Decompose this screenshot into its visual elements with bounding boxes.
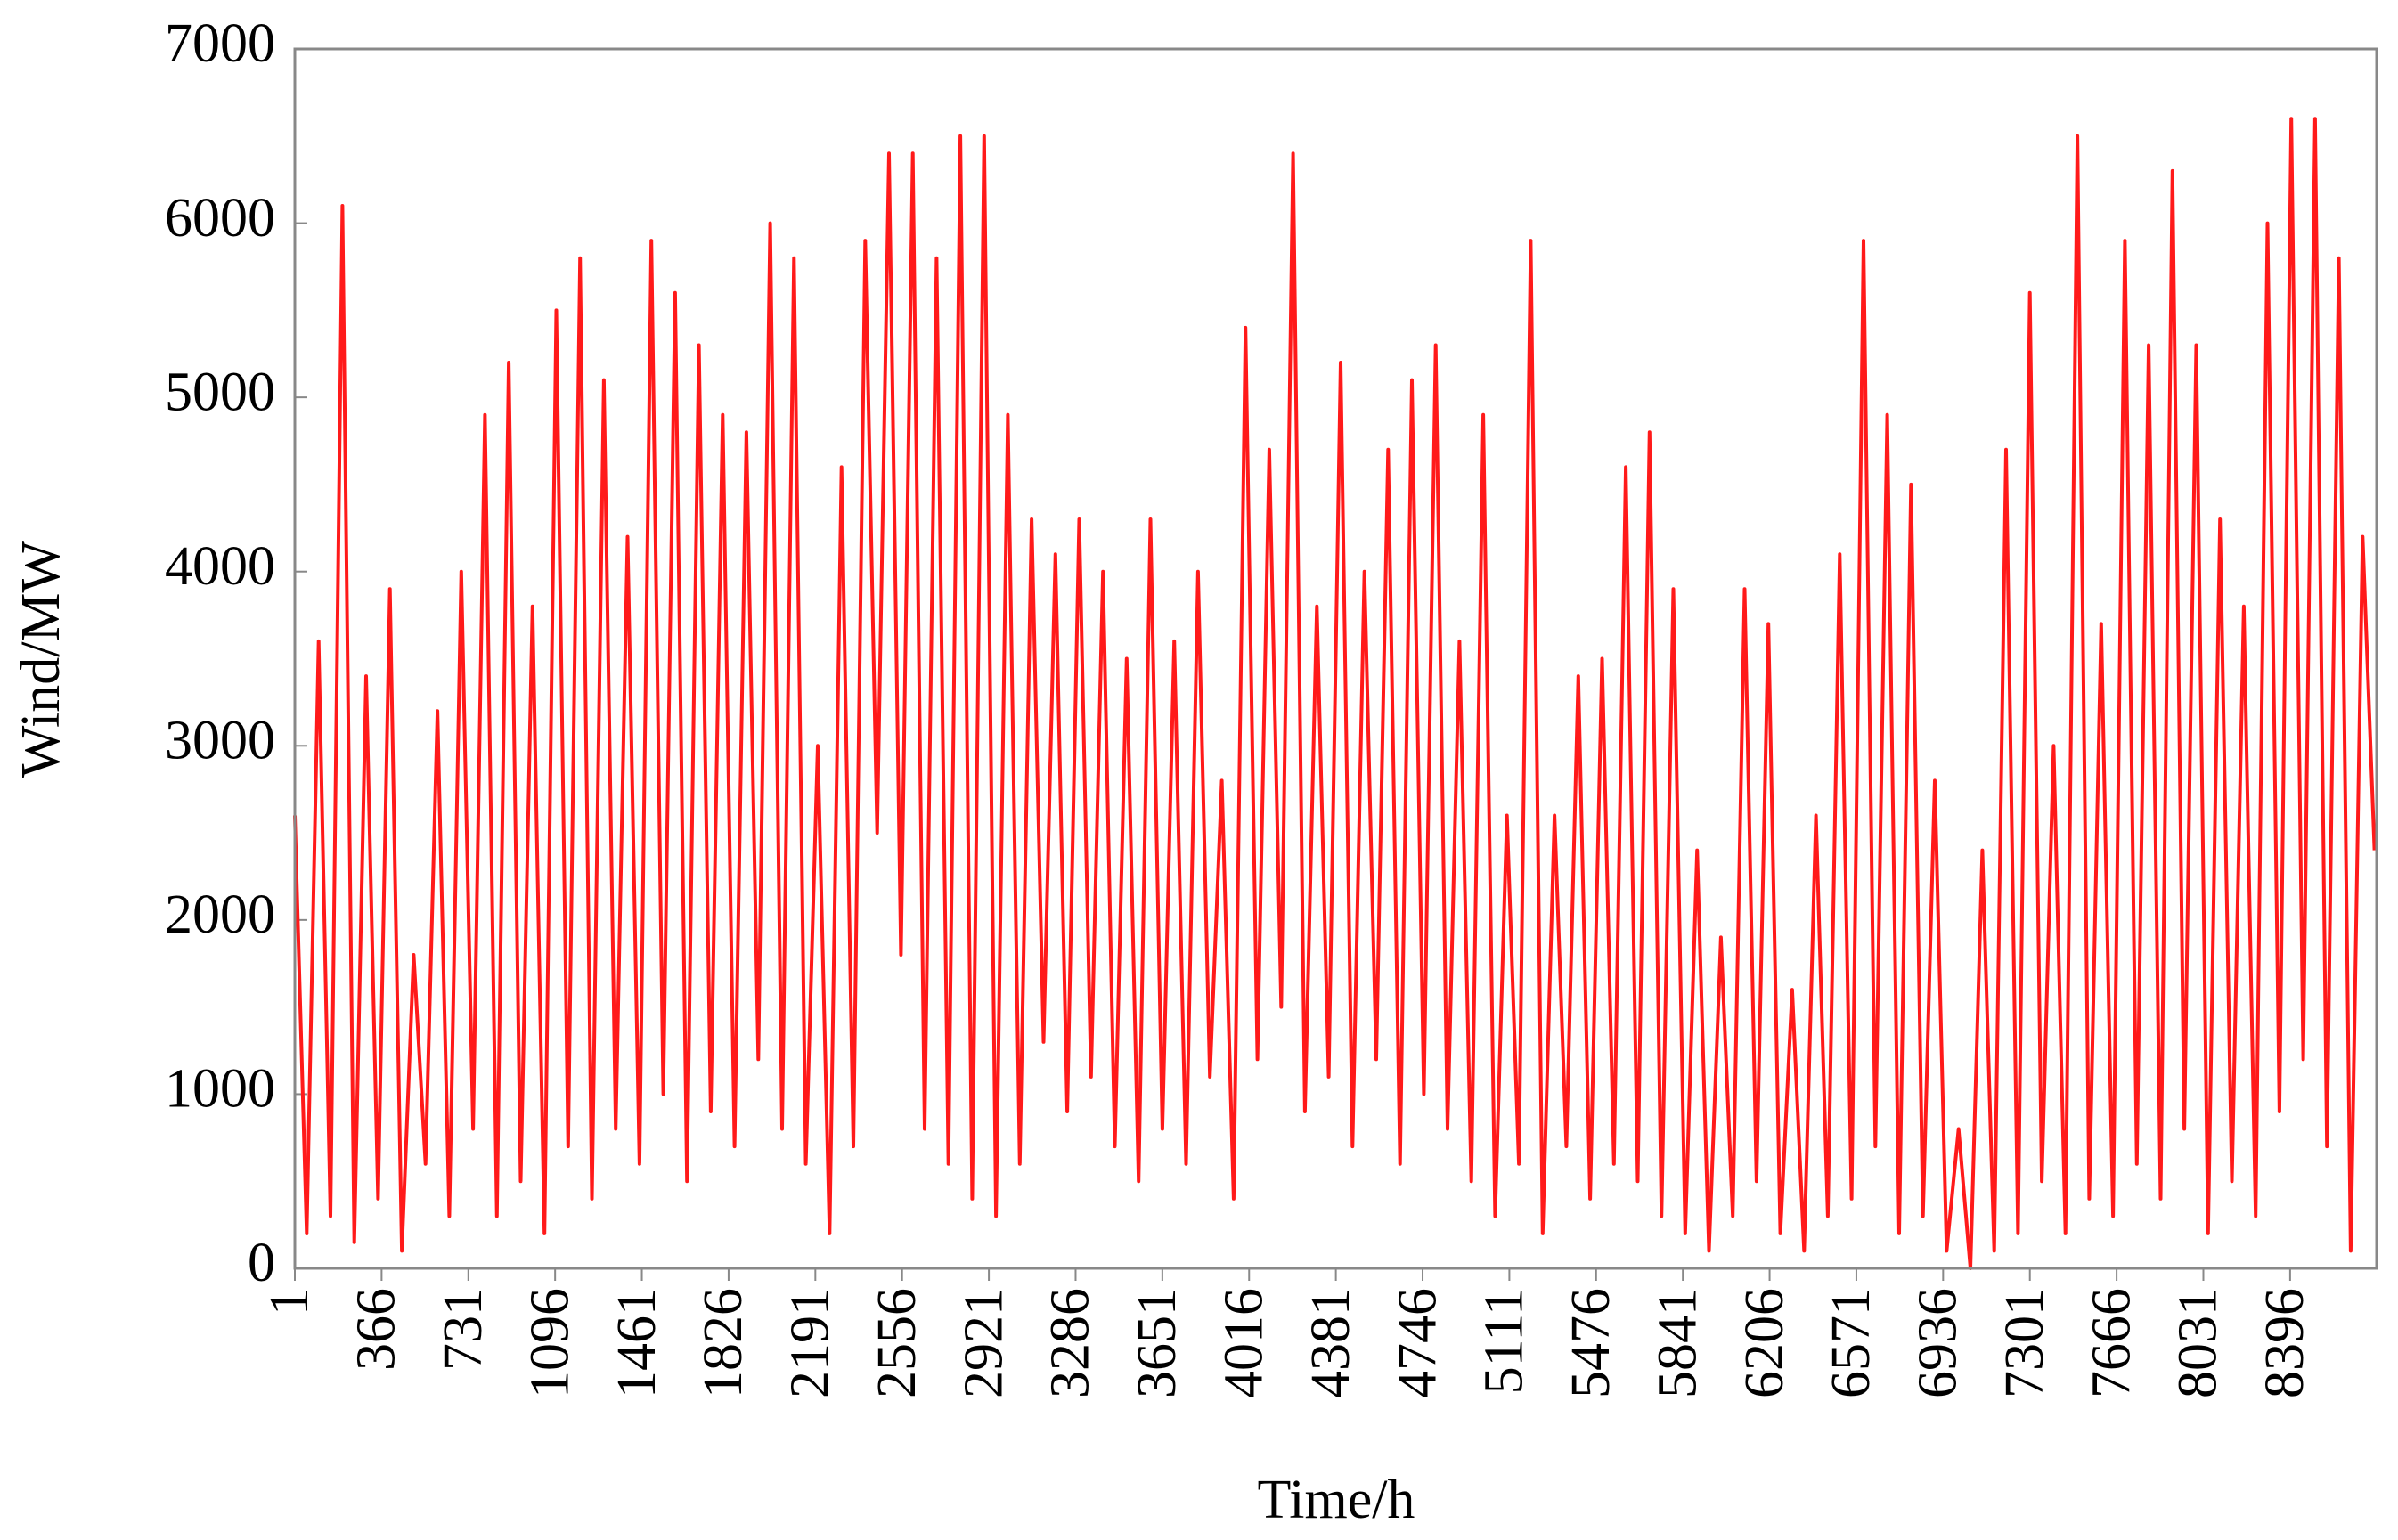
y-tick-label: 3000: [165, 711, 275, 771]
x-tick-label: 1826: [693, 1288, 754, 1398]
y-tick-label: 2000: [165, 884, 275, 945]
x-tick-label: 731: [433, 1288, 493, 1371]
x-tick-label: 1096: [519, 1288, 580, 1398]
x-tick-label: 6936: [1908, 1288, 1969, 1398]
x-axis-title: Time/h: [1258, 1470, 1415, 1530]
x-tick-label: 6206: [1734, 1288, 1795, 1398]
x-tick-label: 2556: [867, 1288, 927, 1398]
y-tick-label: 6000: [165, 188, 275, 249]
x-tick-label: 366: [347, 1288, 407, 1371]
x-tick-label: 4746: [1387, 1288, 1448, 1398]
x-tick-label: 5476: [1561, 1288, 1621, 1398]
x-tick-label: 1461: [607, 1288, 667, 1398]
plot-frame: [293, 47, 2378, 1270]
x-tick-label: 7666: [2081, 1288, 2141, 1398]
x-tick-label: 4381: [1301, 1288, 1361, 1398]
y-tick-label: 5000: [165, 362, 275, 422]
y-tick-label: 7000: [165, 13, 275, 74]
x-tick-label: 5841: [1647, 1288, 1708, 1398]
x-tick-label: 7301: [1994, 1288, 2055, 1398]
x-tick-label: 1: [259, 1288, 320, 1316]
x-tick-label: 3651: [1127, 1288, 1187, 1398]
x-tick-label: 8396: [2255, 1288, 2315, 1398]
x-tick-label: 4016: [1213, 1288, 1274, 1398]
y-axis-title: Wind/MW: [11, 540, 71, 778]
y-tick-label: 0: [248, 1233, 275, 1293]
y-tick-label: 1000: [165, 1059, 275, 1120]
line: [293, 117, 2377, 1270]
x-tick-label: 8031: [2168, 1288, 2229, 1398]
y-tick-label: 4000: [165, 536, 275, 597]
x-tick-label: 3286: [1040, 1288, 1101, 1398]
x-tick-label: 6571: [1821, 1288, 1881, 1398]
x-tick-label: 5111: [1474, 1288, 1535, 1394]
x-tick-label: 2921: [953, 1288, 1014, 1398]
x-tick-label: 2191: [780, 1288, 841, 1398]
